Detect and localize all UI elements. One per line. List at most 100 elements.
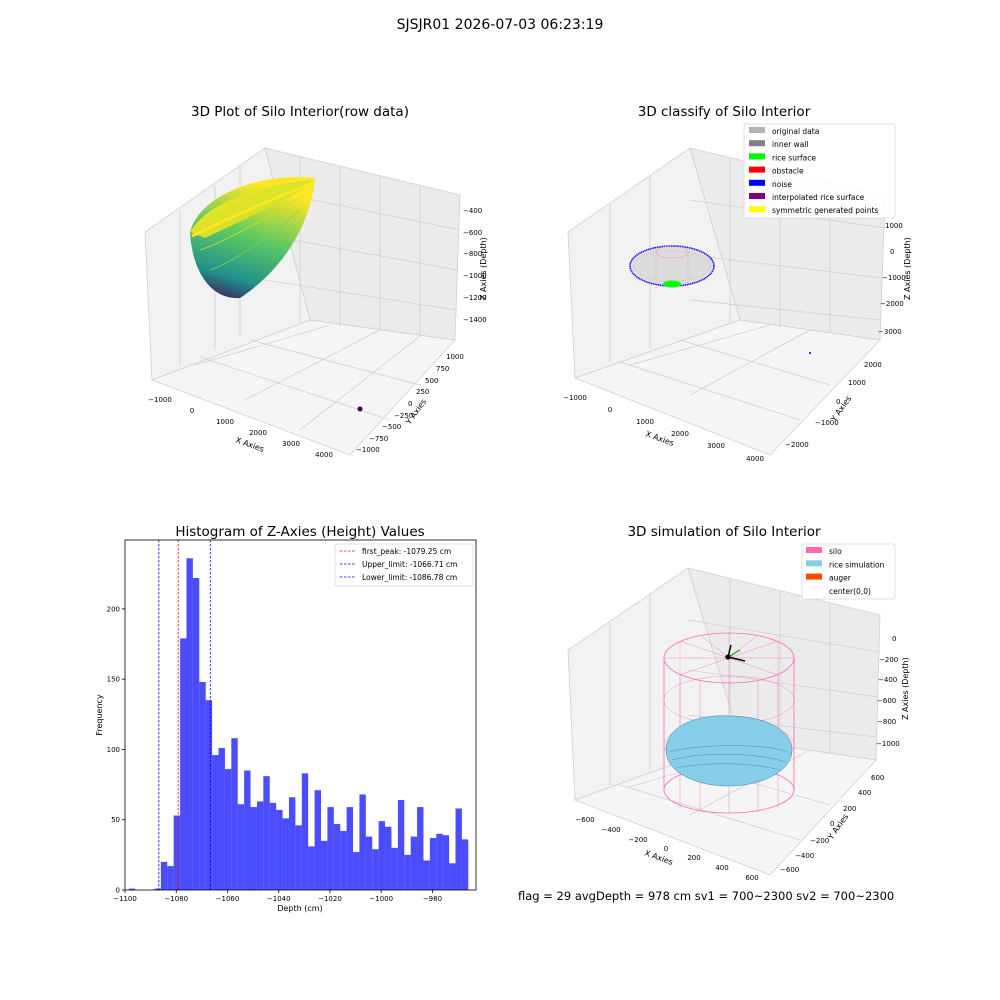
histogram-bar [224,769,232,890]
histogram-bar [429,837,437,890]
legend-swatch [749,166,765,173]
histogram-y-tick-label: 50 [111,816,120,824]
histogram-x-tick-label: −1080 [164,895,188,903]
histogram-bar [346,807,354,890]
p4-xtick: −600 [575,816,594,824]
p2-ytick: 2000 [864,361,882,369]
p1-xtick: 3000 [282,440,300,448]
figure-title: SJSJR01 2026-07-03 06:23:19 [396,17,604,33]
p2-xtick: 2000 [671,430,689,438]
p4-xtick: 600 [745,874,758,882]
p2-xtick: −1000 [563,394,587,402]
p1-ztick: −600 [463,229,482,237]
histogram-bar [308,846,315,890]
panel3-title: Histogram of Z-Axies (Height) Values [175,524,425,540]
histogram-bar [295,825,302,890]
panel2-legend: original data inner wall rice surface obsta… [743,123,896,219]
histogram-bar [353,852,360,890]
histogram-bar [205,700,213,890]
legend-swatch [749,127,765,133]
panel1-surface [190,177,315,299]
histogram-bar [282,818,289,890]
histogram-bar [263,776,270,890]
histogram-bar [461,839,469,890]
panel4-z-ticks: −1000 −800 −600 −400 −200 0 [876,635,900,748]
p2-ytick: −1000 [815,419,839,427]
histogram-bar [333,823,341,890]
p4-ztick: −600 [877,697,896,705]
p1-xtick: 1000 [216,418,234,426]
histogram-x-label: Depth (cm) [277,904,322,913]
legend-label: interpolated rice surface [772,193,865,202]
p4-ytick: 0 [830,820,834,828]
histogram-bar [128,888,136,890]
histogram-bar [436,833,443,890]
histogram-bar [237,804,245,890]
p1-ytick: 0 [408,400,412,408]
histogram-bar [314,790,321,890]
p2-ztick: 0 [890,248,894,256]
histogram-x-tick-label: −1100 [113,895,137,903]
legend-swatch [749,140,765,147]
p1-ytick: 750 [436,365,449,373]
histogram-x-ticks: −1100 −1080 −1060 −1040 −1020 −1000 −980 [113,890,442,903]
histogram-frame [124,539,477,891]
legend-swatch [749,206,765,213]
p1-ytick: −250 [394,412,413,420]
histogram-legend: first_peak: -1079.25 cm Upper_limit: -106… [334,543,474,587]
stats-text: flag = 29 avgDepth = 978 cm sv1 = 700~23… [518,889,895,903]
legend-swatch [806,573,822,580]
p2-xtick: 3000 [707,442,725,450]
legend-label: noise [772,180,792,189]
p4-ytick: 200 [843,805,856,813]
p2-ytick: 1000 [848,379,866,387]
p4-xtick: 200 [687,854,700,862]
histogram-bar [320,840,328,890]
panel4-title: 3D simulation of Silo Interior [627,524,821,540]
histogram-bar [154,888,161,890]
panel2-points [629,245,811,354]
p1-ytick: 250 [416,388,429,396]
legend-label: inner wall [772,140,809,149]
p1-ytick: −500 [382,423,401,431]
panel4-z-label: Z Axies (Depth) [901,657,910,720]
histogram-bar [404,854,411,890]
histogram-y-tick-label: 150 [107,676,120,684]
histogram-bar [173,815,181,890]
histogram-legend-label: Upper_limit: -1066.71 cm [362,560,457,569]
p4-xtick: −400 [601,826,620,834]
legend-label: symmetric generated points [772,206,878,215]
panel1-x-ticks: −1000 0 1000 2000 3000 4000 [148,396,333,459]
histogram-y-tick-label: 0 [116,887,120,895]
panel4-rice-surface [665,715,793,787]
panel4-axes-box [567,567,881,876]
p4-ztick: −200 [879,656,898,664]
histogram-bar [385,826,392,890]
p1-ztick: −400 [463,207,482,215]
p4-ytick: 600 [871,774,884,782]
p4-xtick: 400 [715,864,728,872]
histogram-bar [455,808,462,890]
histogram-bar [186,558,193,890]
p4-ytick: −400 [795,852,814,860]
p4-ztick: 0 [892,635,896,643]
p1-ytick: 500 [425,377,438,385]
legend-swatch [749,179,765,186]
histogram-x-tick-label: −1020 [318,895,342,903]
legend-swatch [806,560,822,567]
panel4-x-ticks: −600 −400 −200 0 200 400 600 [575,816,758,882]
histogram-bar [442,835,450,890]
histogram-bar [365,836,373,890]
histogram-bar [256,801,264,890]
legend-label: rice surface [772,153,816,162]
p4-ytick: −200 [810,837,829,845]
histogram-bars [128,558,469,890]
histogram-bar [269,802,277,890]
p4-ztick: −400 [878,676,897,684]
histogram-bar [340,830,347,890]
p1-ytick: −1000 [356,446,380,454]
histogram-bar [244,770,251,890]
